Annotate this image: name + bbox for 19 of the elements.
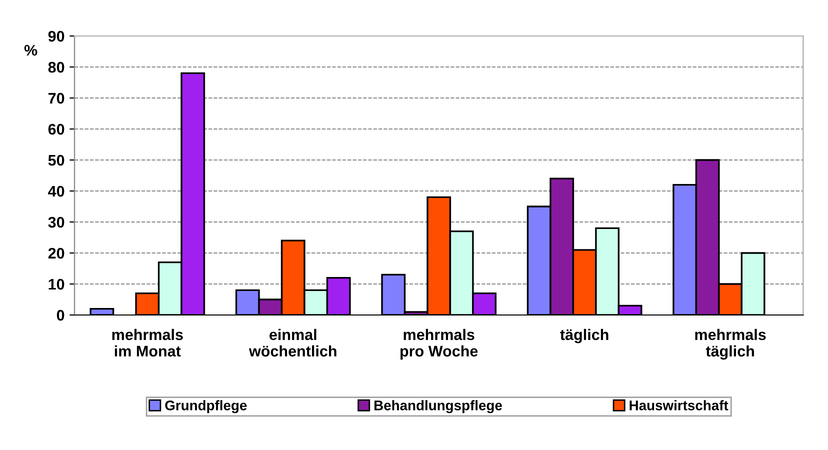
y-tick-label: 20: [48, 248, 64, 259]
x-tick-label: einmal wöchentlich: [248, 328, 336, 357]
y-tick-label: 0: [56, 310, 64, 321]
y-tick-label: 90: [48, 30, 64, 42]
x-tick-label: mehrmals im Monat: [112, 328, 183, 357]
x-tick-label: mehrmals täglich: [695, 328, 766, 360]
y-tick-label: 30: [48, 216, 64, 228]
legend-label: Behandlungspflege: [374, 400, 502, 414]
y-tick-label: 80: [48, 62, 64, 73]
y-tick-label: 60: [48, 124, 64, 135]
legend-label: Grundpflege: [165, 400, 247, 414]
y-tick-label: 40: [48, 186, 64, 197]
y-tick-label: 50: [48, 154, 64, 166]
legend-label: Hauswirtschaft: [630, 400, 728, 410]
y-axis-title: %: [24, 44, 38, 56]
y-tick-label: 70: [48, 92, 64, 104]
y-tick-label: 10: [48, 278, 64, 290]
x-tick-label: mehrmals pro Woche: [400, 328, 478, 360]
x-tick-label: täglich: [560, 328, 608, 344]
